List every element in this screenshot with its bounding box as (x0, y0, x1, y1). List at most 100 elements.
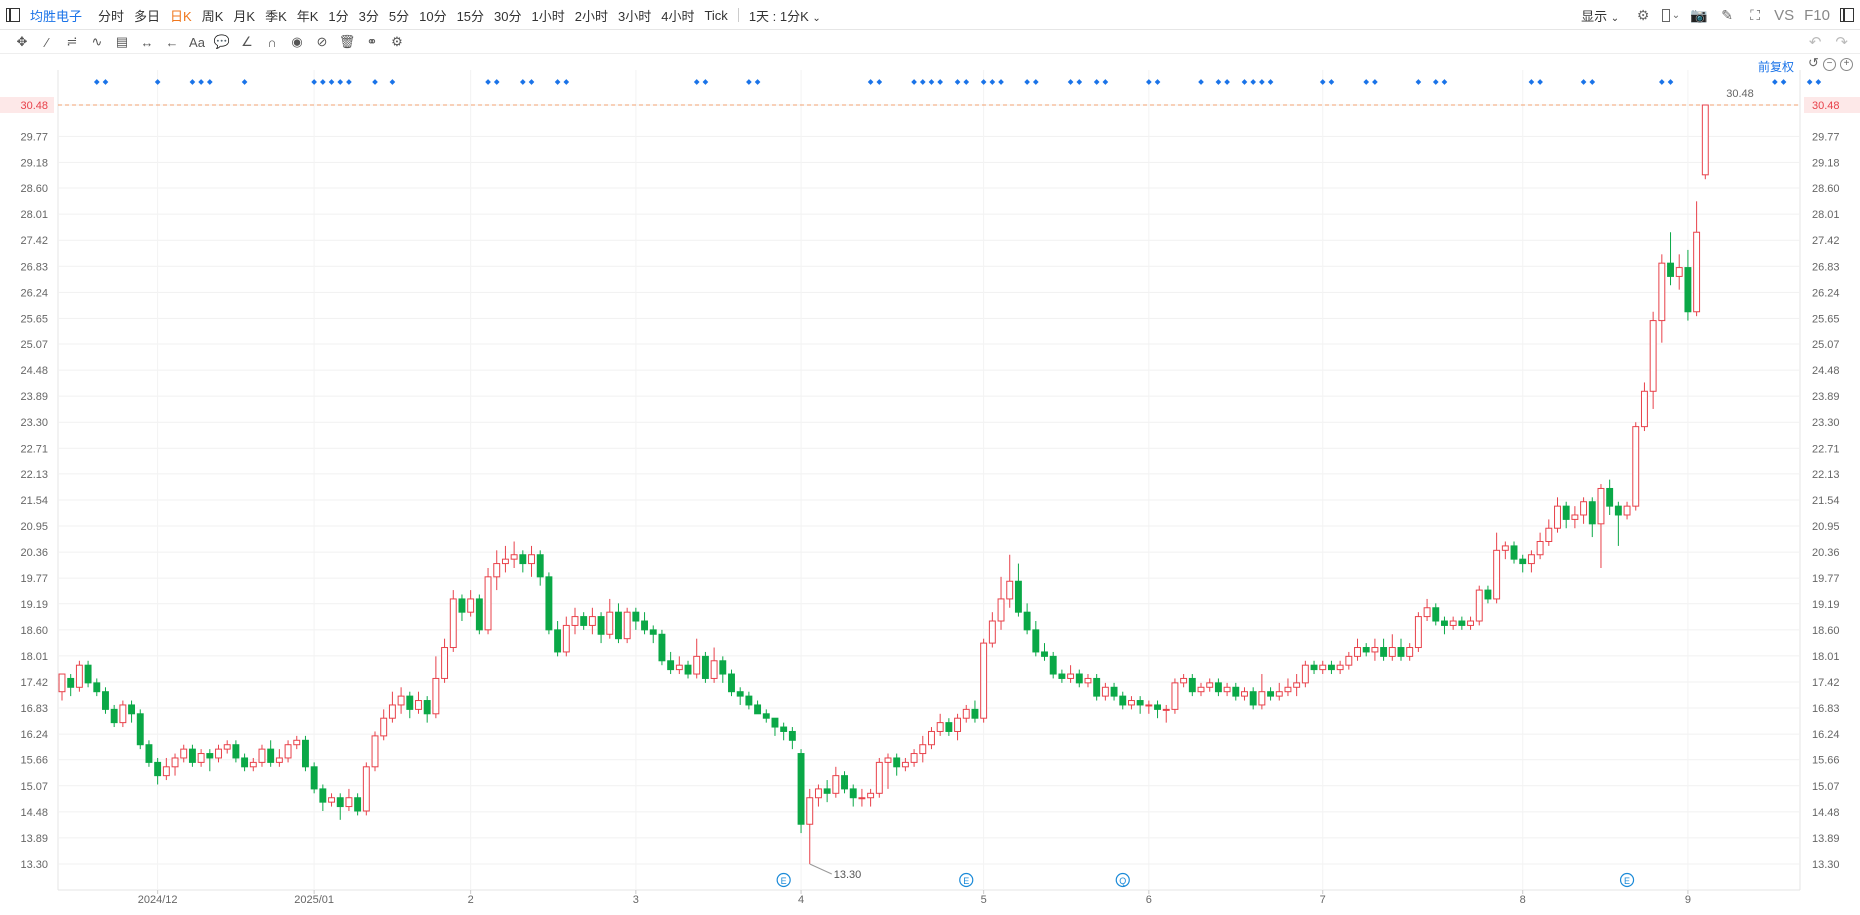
arrow-left-icon[interactable]: ← (165, 34, 179, 50)
candle-up (484, 576, 492, 631)
candle-up (501, 558, 509, 565)
line-tool-icon[interactable]: ∕ (45, 34, 49, 50)
candle-up (1206, 682, 1214, 688)
link-icon[interactable]: ⚭ (366, 34, 378, 49)
notice-marker (1267, 79, 1274, 85)
interval-select[interactable]: 1天 : 1分K ⌄ (749, 6, 821, 25)
candle-up (1293, 682, 1301, 688)
candle-up (467, 598, 475, 613)
candle-down (475, 598, 483, 631)
f10-button[interactable]: F10 (1804, 6, 1830, 24)
candle-up (588, 616, 596, 626)
fib-tool-icon[interactable]: ▤ (115, 34, 129, 49)
notice-marker (1146, 79, 1152, 85)
candle-down (1154, 704, 1161, 710)
candle-down (641, 620, 649, 631)
period-tab[interactable]: 分时 (98, 8, 125, 24)
period-tab[interactable]: 2小时 (574, 8, 608, 24)
notice-marker (1215, 79, 1222, 85)
undo-icon[interactable]: ↶ (1808, 34, 1822, 51)
period-tab[interactable]: 月K (233, 8, 256, 24)
candle-down (728, 673, 735, 693)
candle-down (771, 717, 779, 728)
candle-up (1197, 686, 1205, 693)
period-tab[interactable]: 4小时 (661, 8, 695, 24)
vs-button[interactable]: VS (1774, 6, 1795, 24)
candle-up (528, 554, 535, 565)
candle-up (1632, 426, 1640, 507)
fullscreen-icon[interactable]: ⛶ (1750, 6, 1761, 23)
angle-icon[interactable]: ∠ (241, 34, 253, 49)
candle-down (1249, 691, 1257, 706)
redo-icon[interactable]: ↷ (1835, 34, 1848, 51)
y-tick-label-right: 26.83 (1812, 261, 1840, 273)
y-tick-label-left: 19.19 (20, 599, 48, 611)
channel-tool-icon[interactable]: ≓ (66, 34, 78, 49)
candle-up (162, 766, 170, 777)
candle-up (997, 598, 1005, 622)
notice-marker (1589, 79, 1596, 85)
y-tick-label-left: 16.24 (20, 729, 48, 741)
notice-marker (1415, 79, 1422, 85)
period-tab[interactable]: 5分 (388, 8, 410, 24)
notice-marker (702, 79, 709, 85)
sidebar-toggle-icon[interactable] (6, 8, 20, 22)
y-tick-label-right: 29.77 (1812, 131, 1840, 143)
eye-icon[interactable]: ◉ (291, 34, 303, 49)
comment-icon[interactable]: 💬 (213, 34, 231, 49)
settings-gear-icon[interactable]: ⚙ (1636, 6, 1650, 23)
candle-down (841, 775, 848, 790)
period-tab[interactable]: Tick (704, 7, 728, 23)
candle-down (1484, 589, 1492, 600)
y-tick-label-left: 21.54 (20, 495, 48, 507)
camera-icon[interactable]: 📷 (1690, 6, 1708, 23)
zoom-in-icon[interactable]: + (1840, 58, 1853, 71)
period-tab[interactable]: 1分 (328, 8, 349, 24)
candle-down (1032, 629, 1040, 653)
text-tool-icon[interactable]: Aa (189, 34, 205, 50)
layout-square-icon[interactable]: ⌄ (1662, 6, 1680, 24)
period-tab[interactable]: 10分 (419, 8, 447, 24)
event-marker (776, 872, 791, 888)
adjust-mode-button[interactable]: 前复权 (1758, 60, 1795, 74)
wave-tool-icon[interactable]: ∿ (91, 34, 103, 49)
y-tick-label-right: 18.01 (1812, 651, 1840, 663)
candle-up (1649, 320, 1657, 392)
candle-down (580, 616, 588, 626)
display-menu[interactable]: 显示 ⌄ (1581, 6, 1619, 25)
candle-up (1501, 545, 1509, 551)
stock-name[interactable]: 均胜电子 (30, 8, 83, 24)
candle-up (867, 792, 875, 799)
zoom-out-icon[interactable]: − (1823, 58, 1836, 71)
y-tick-label-left: 22.13 (20, 469, 48, 481)
right-panel-toggle-icon[interactable] (1840, 8, 1854, 22)
period-tab[interactable]: 季K (265, 8, 287, 24)
period-tab[interactable]: 周K (201, 8, 224, 24)
candle-down (1397, 647, 1405, 657)
hide-icon[interactable]: ⊘ (316, 34, 328, 49)
y-tick-label-right: 22.13 (1812, 469, 1840, 481)
candle-down (1058, 673, 1066, 679)
min-pointer (809, 863, 832, 875)
magnet-icon[interactable]: ∩ (267, 34, 277, 50)
period-tab[interactable]: 3小时 (617, 8, 652, 24)
period-tab[interactable]: 多日 (134, 8, 161, 24)
period-tab[interactable]: 年K (296, 8, 319, 24)
chevron-down-icon: ⌄ (1610, 12, 1620, 24)
move-cross-icon[interactable]: ✥ (16, 34, 28, 49)
candle-down (1380, 647, 1388, 657)
period-tab[interactable]: 1小时 (531, 8, 565, 24)
pencil-icon[interactable]: ✎ (1721, 6, 1733, 23)
period-tab[interactable]: 30分 (494, 8, 522, 24)
measure-tool-icon[interactable]: ↔ (140, 34, 154, 50)
notice-marker (1363, 79, 1370, 85)
period-tab[interactable]: 日K (170, 8, 192, 24)
notice-marker (241, 79, 248, 85)
period-tab[interactable]: 15分 (456, 8, 485, 24)
gear-small-icon[interactable]: ⚙ (391, 34, 403, 49)
candle-up (1162, 708, 1170, 711)
period-tab[interactable]: 3分 (358, 8, 379, 24)
trash-icon[interactable]: 🗑 (338, 34, 356, 49)
reset-icon[interactable]: ↺ (1808, 55, 1819, 70)
